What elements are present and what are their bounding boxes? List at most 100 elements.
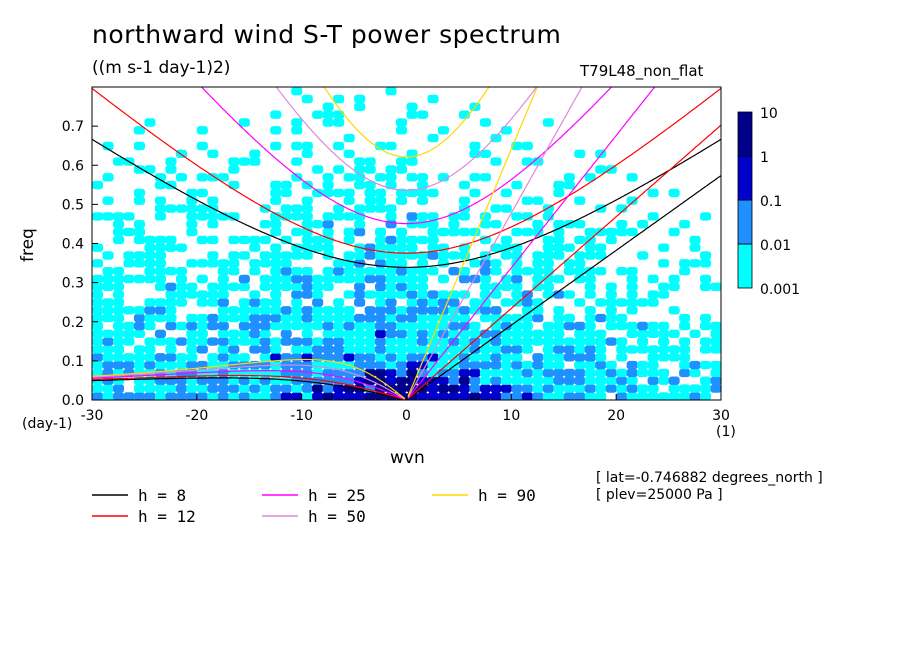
power-cell — [469, 384, 481, 393]
power-cell — [647, 321, 659, 331]
power-cell — [207, 173, 219, 182]
power-cell — [228, 251, 240, 260]
power-cell — [312, 360, 324, 370]
power-cell — [154, 173, 166, 182]
power-cell — [154, 259, 166, 268]
power-cell — [322, 337, 334, 346]
power-cell — [521, 267, 533, 276]
power-cell — [249, 235, 261, 245]
power-cell — [490, 329, 502, 338]
power-cell — [291, 392, 303, 400]
power-cell — [322, 235, 334, 245]
kelvin-curve — [407, 87, 583, 398]
power-cell — [312, 274, 324, 284]
power-cell — [437, 353, 449, 362]
power-cell — [301, 180, 313, 190]
power-cell — [186, 290, 198, 299]
power-cell — [616, 353, 628, 362]
power-cell — [385, 290, 397, 299]
power-cell — [333, 392, 345, 400]
power-cell — [291, 126, 303, 135]
power-cell — [511, 243, 523, 252]
power-cell — [574, 392, 586, 400]
latitude-meta: [ lat=-0.746882 degrees_north ] — [596, 470, 823, 486]
power-cell — [406, 157, 418, 166]
power-cell — [238, 313, 250, 323]
power-cell — [207, 290, 219, 299]
power-cell — [270, 227, 282, 237]
power-cell — [448, 251, 460, 260]
power-cell — [647, 212, 659, 221]
power-cell — [102, 212, 114, 221]
power-cell — [322, 329, 334, 338]
power-cell — [700, 345, 712, 354]
power-cell — [605, 298, 617, 307]
power-cell — [144, 384, 156, 393]
power-cell — [238, 329, 250, 338]
power-cell — [364, 204, 376, 213]
power-cell — [165, 290, 177, 299]
run-name: T79L48_non_flat — [580, 62, 704, 80]
power-cell — [186, 313, 198, 323]
power-cell — [396, 259, 408, 268]
power-cell — [343, 313, 355, 323]
power-cell — [679, 321, 691, 331]
colorbar-swatch — [737, 243, 753, 289]
power-cell — [113, 313, 125, 323]
power-cell — [396, 157, 408, 166]
power-cell — [553, 337, 565, 346]
power-cell — [406, 290, 418, 299]
power-cell — [532, 267, 544, 276]
power-cell — [396, 274, 408, 284]
legend-label: h = 8 — [138, 486, 186, 505]
power-cell — [144, 321, 156, 331]
power-cell — [133, 251, 145, 260]
power-cell — [448, 392, 460, 400]
power-cell — [437, 384, 449, 393]
power-cell — [542, 360, 554, 370]
power-cell — [92, 259, 104, 268]
power-cell — [217, 392, 229, 400]
power-cell — [458, 376, 470, 385]
power-cell — [553, 345, 565, 354]
power-cell — [542, 118, 554, 127]
power-cell — [322, 384, 334, 393]
power-cell — [689, 259, 701, 268]
power-cell — [113, 321, 125, 331]
power-cell — [280, 376, 292, 385]
power-cell — [689, 243, 701, 252]
power-cell — [532, 274, 544, 284]
power-cell — [563, 384, 575, 393]
power-cell — [364, 368, 376, 378]
power-cell — [249, 157, 261, 166]
power-cell — [102, 337, 114, 346]
power-cell — [249, 384, 261, 393]
power-cell — [375, 306, 387, 315]
power-cell — [406, 360, 418, 370]
power-cell — [144, 337, 156, 346]
power-cell — [102, 329, 114, 338]
power-cell — [291, 306, 303, 315]
power-cell — [626, 267, 638, 276]
power-cell — [270, 196, 282, 205]
power-cell — [385, 274, 397, 284]
power-cell — [113, 353, 125, 362]
power-cell — [92, 321, 104, 331]
power-cell — [322, 282, 334, 291]
power-cell — [700, 313, 712, 323]
power-cell — [217, 376, 229, 385]
rossby-curve — [92, 364, 406, 400]
power-cell — [479, 149, 491, 158]
legend-label: h = 12 — [138, 507, 196, 526]
power-cell — [385, 337, 397, 346]
power-cell — [113, 306, 125, 315]
power-cell — [584, 173, 596, 182]
power-cell — [301, 345, 313, 354]
power-cell — [448, 306, 460, 315]
colorbar: 0.001 0.01 0.1 1 10 — [737, 106, 800, 298]
power-field — [92, 87, 721, 400]
power-cell — [385, 329, 397, 338]
power-cell — [574, 196, 586, 205]
power-cell — [165, 306, 177, 315]
power-cell — [448, 298, 460, 307]
